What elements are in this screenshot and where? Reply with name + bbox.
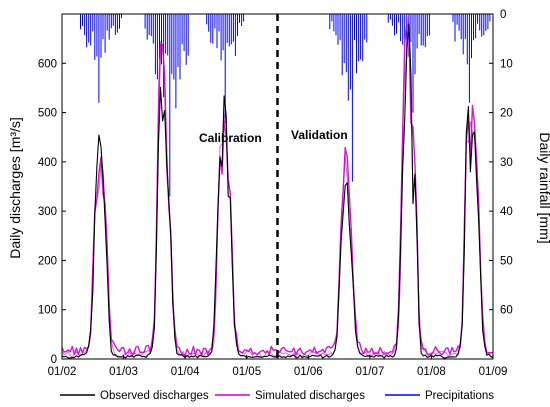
x-tick-label-6: 01/08 <box>417 366 446 378</box>
legend: Observed discharges Simulated discharges… <box>60 390 494 402</box>
x-tick-label-7: 01/09 <box>479 366 508 378</box>
annotation-calibration: Calibration <box>199 131 262 145</box>
legend-label-observed: Observed discharges <box>100 390 209 402</box>
left-y-tick-label-1: 100 <box>38 305 57 317</box>
right-y-tick-label-4: 40 <box>500 206 513 218</box>
right-y-tick-label-6: 60 <box>500 305 513 317</box>
x-tick-label-4: 01/06 <box>294 366 323 378</box>
plot-frame <box>61 13 494 360</box>
left-y-tick-label-3: 300 <box>38 206 57 218</box>
right-y-tick-label-1: 10 <box>500 58 513 70</box>
legend-label-precipitations: Precipitations <box>425 390 494 402</box>
x-tick-label-5: 01/07 <box>355 366 384 378</box>
right-axis-title: Daily rainfall [mm] <box>537 132 550 243</box>
left-axis-title: Daily discharges [m³/s] <box>7 117 23 259</box>
observed-discharges-line <box>61 23 494 359</box>
x-tick-label-0: 01/02 <box>48 366 77 378</box>
left-y-tick-label-0: 0 <box>51 354 57 366</box>
x-tick-label-1: 01/03 <box>109 366 138 378</box>
right-y-tick-label-3: 30 <box>500 157 513 169</box>
left-y-tick-label-4: 400 <box>38 157 57 169</box>
annotation-validation: Validation <box>291 128 348 142</box>
right-y-tick-label-0: 0 <box>500 9 506 21</box>
x-tick-label-3: 01/05 <box>232 366 261 378</box>
left-y-tick-label-6: 600 <box>38 58 57 70</box>
left-y-tick-label-2: 200 <box>38 255 57 267</box>
right-y-tick-label-2: 20 <box>500 108 513 120</box>
legend-label-simulated: Simulated discharges <box>255 390 365 402</box>
x-tick-label-2: 01/04 <box>171 366 200 378</box>
left-y-tick-label-5: 500 <box>38 108 57 120</box>
right-y-tick-label-5: 50 <box>500 255 513 267</box>
